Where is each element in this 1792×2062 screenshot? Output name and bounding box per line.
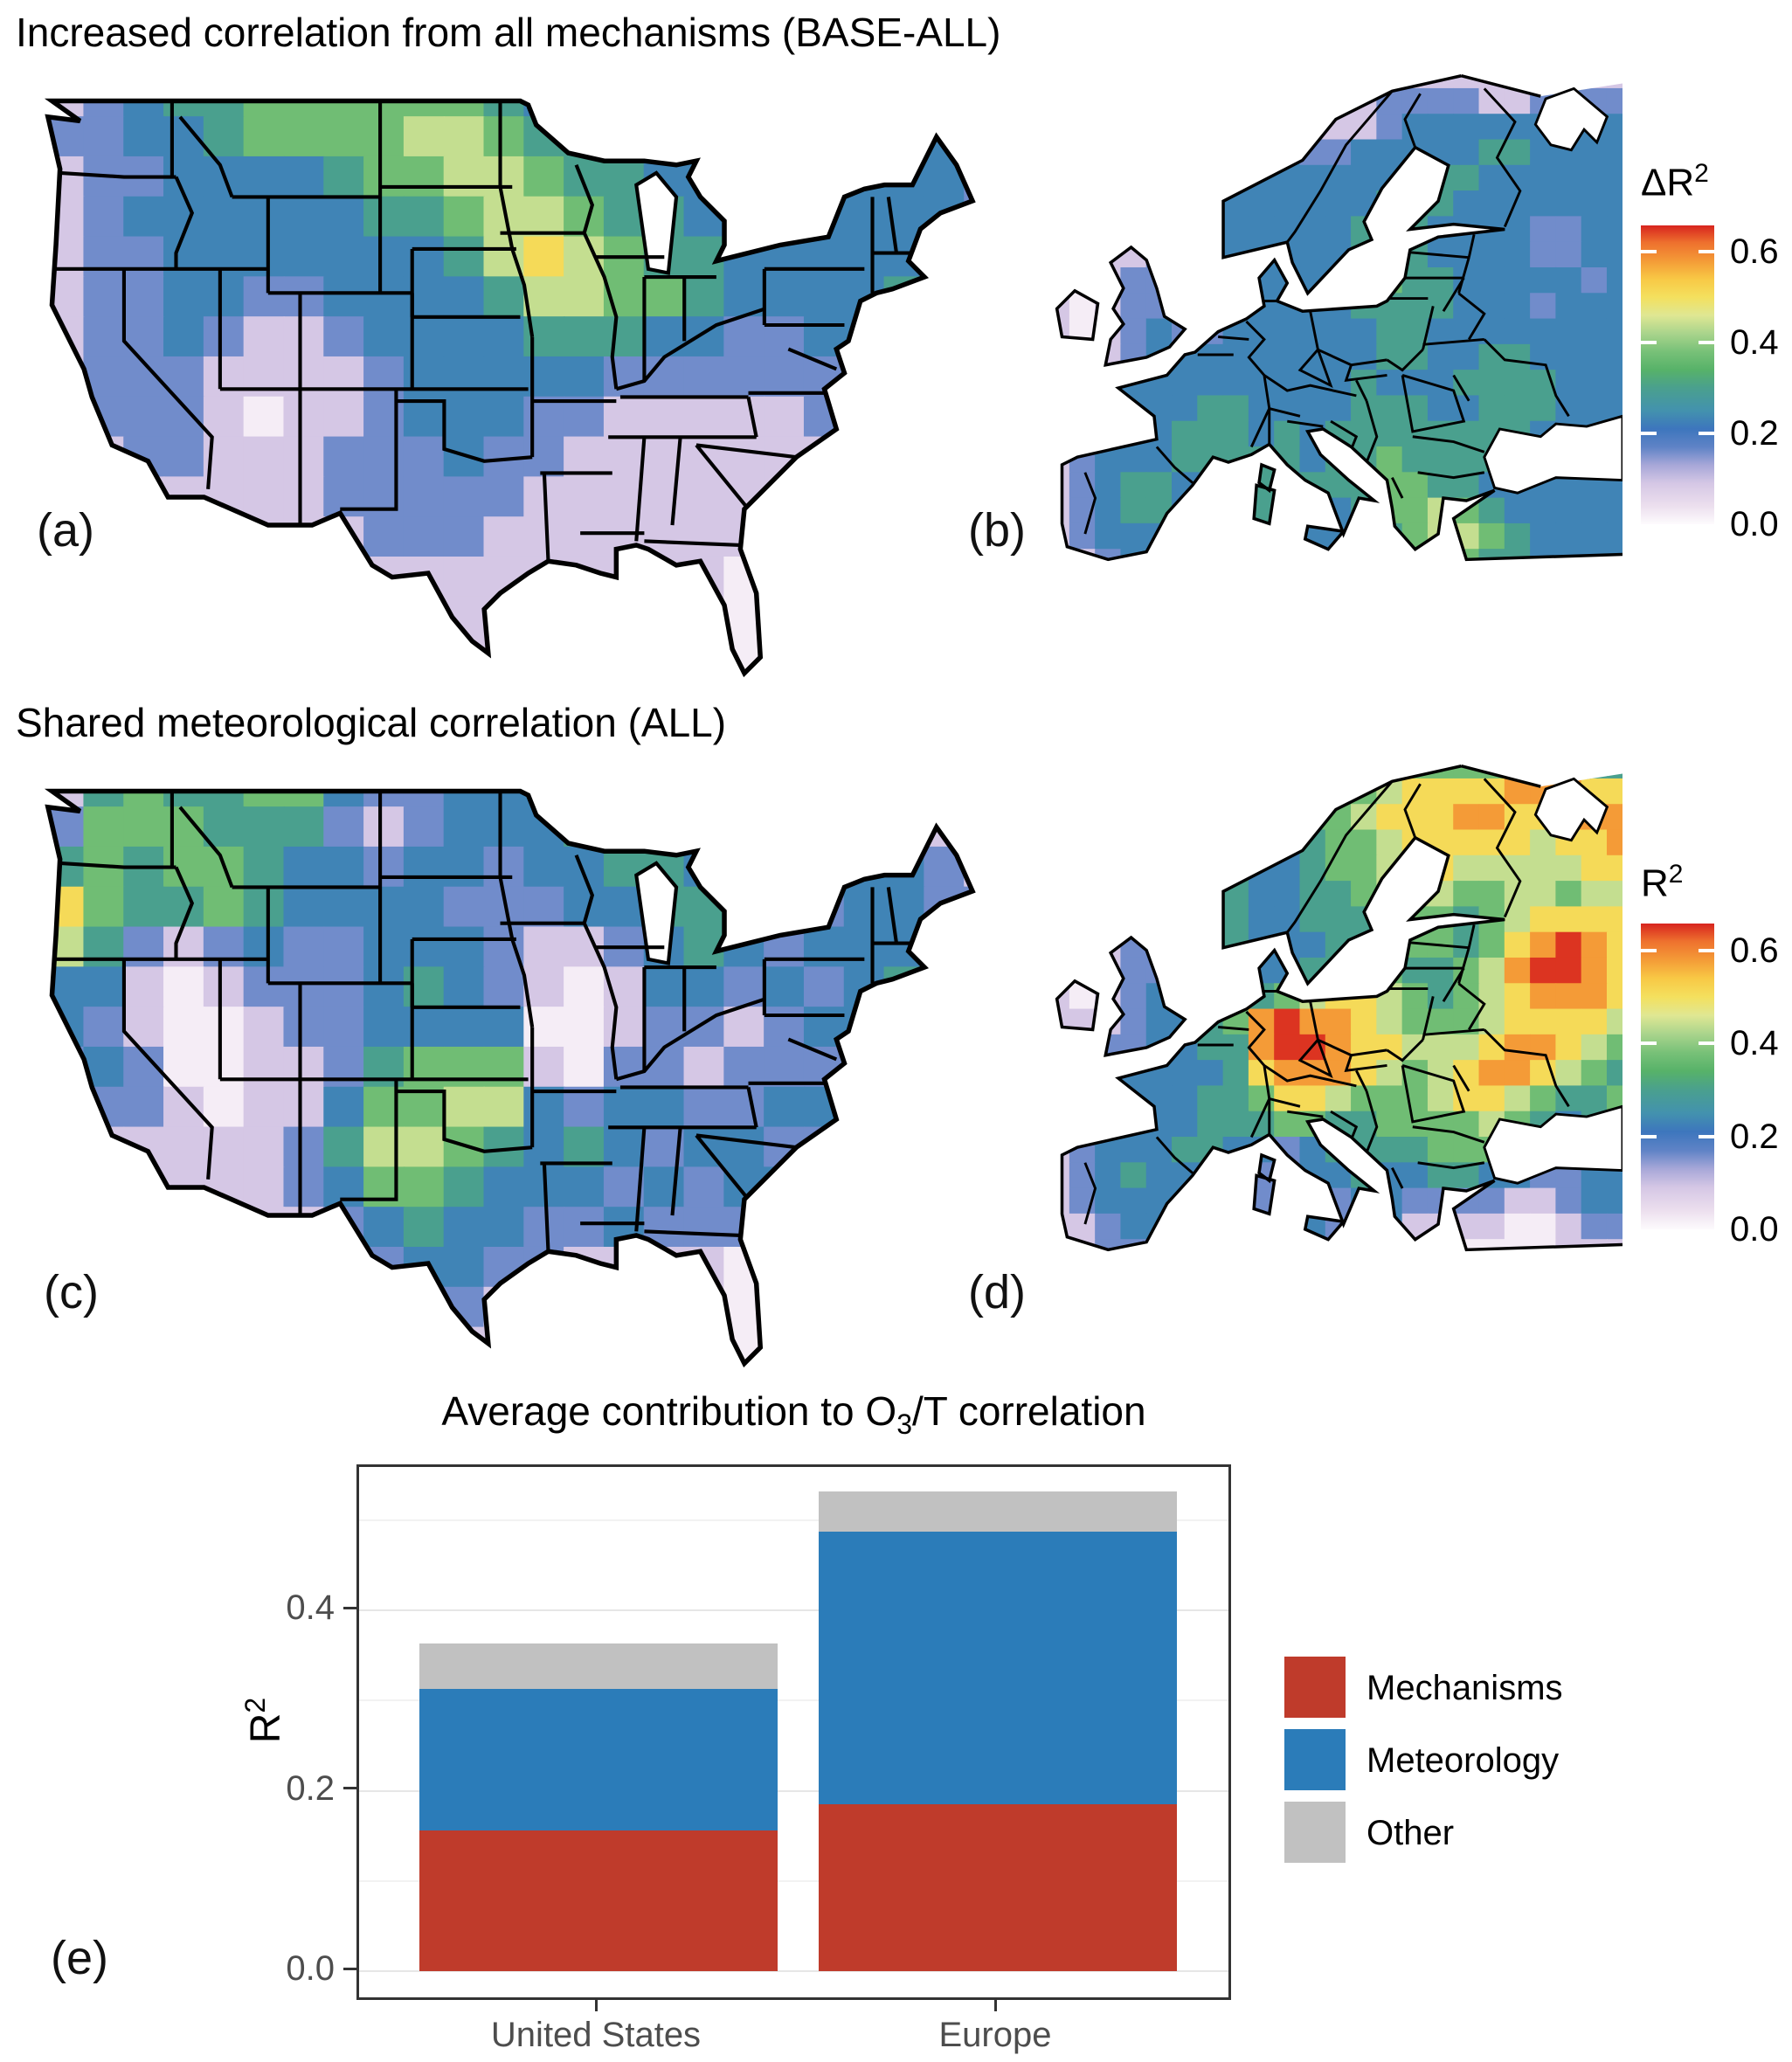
gridline-minor bbox=[359, 1519, 1228, 1521]
gridline-major bbox=[359, 1970, 1228, 1972]
europe-coastlines bbox=[1055, 74, 1622, 562]
colorbar-2-title: R2 bbox=[1641, 860, 1684, 905]
colorbar-tick-label: 0.6 bbox=[1730, 232, 1779, 272]
map-panel-d-europe bbox=[1055, 765, 1622, 1252]
y-tick-mark bbox=[343, 1967, 356, 1970]
y-axis-label: R2 bbox=[239, 1697, 289, 1744]
colorbar-tick-dash bbox=[1641, 1041, 1657, 1046]
y-tick-mark bbox=[343, 1606, 356, 1609]
meteorology-swatch-icon bbox=[1284, 1729, 1346, 1790]
colorbar-1-gradient bbox=[1641, 225, 1714, 524]
colorbar-tick-label: 0.4 bbox=[1730, 323, 1779, 363]
gridline-minor bbox=[359, 1879, 1228, 1882]
white-sea-shape bbox=[1533, 86, 1609, 152]
colorbar-tick-dash bbox=[1699, 432, 1714, 436]
panel-label-c: (c) bbox=[44, 1266, 99, 1318]
us-state-borders bbox=[52, 791, 921, 1252]
bar-segment-mechanisms-europe bbox=[819, 1803, 1177, 1971]
colorbar-tick-label: 0.2 bbox=[1730, 1117, 1779, 1156]
colorbar-tick-dash bbox=[1641, 250, 1657, 254]
black-sea-shape bbox=[1483, 414, 1622, 495]
colorbar-tick-dash bbox=[1699, 1134, 1714, 1138]
y-tick-label: 0.0 bbox=[286, 1949, 335, 1988]
other-swatch-icon bbox=[1284, 1802, 1346, 1863]
bar-segment-meteorology-us bbox=[419, 1688, 778, 1830]
bar-segment-other-us bbox=[419, 1643, 778, 1689]
x-tick-mark bbox=[594, 2000, 598, 2011]
lake-michigan-shape bbox=[634, 861, 679, 965]
colorbar-tick-label: 0.2 bbox=[1730, 414, 1779, 453]
black-sea-shape bbox=[1483, 1104, 1622, 1185]
mechanisms-swatch-icon bbox=[1284, 1657, 1346, 1718]
colorbar-tick-dash bbox=[1699, 250, 1714, 254]
bar-segment-meteorology-europe bbox=[819, 1532, 1177, 1804]
y-tick-label: 0.4 bbox=[286, 1588, 335, 1627]
heatmap-cells-b bbox=[1056, 75, 1622, 560]
colorbar-tick-label: 0.0 bbox=[1730, 505, 1779, 543]
map-panel-a-united-states bbox=[44, 98, 976, 678]
colorbar-tick-dash bbox=[1641, 341, 1657, 345]
title-row2: Shared meteorological correlation (ALL) bbox=[16, 700, 727, 745]
bar-chart-panel bbox=[356, 1464, 1231, 2000]
panel-label-b: (b) bbox=[968, 504, 1026, 557]
europe-country-borders bbox=[1083, 778, 1570, 1225]
bar-segment-other-europe bbox=[819, 1491, 1177, 1533]
y-tick-mark bbox=[343, 1787, 356, 1789]
title-row1: Increased correlation from all mechanism… bbox=[16, 10, 1001, 55]
gridline-minor bbox=[359, 1699, 1228, 1702]
panel-label-a: (a) bbox=[37, 504, 94, 557]
colorbar-tick-dash bbox=[1641, 432, 1657, 436]
colorbar-tick-dash bbox=[1641, 1134, 1657, 1138]
colorbar-tick-label: 0.4 bbox=[1730, 1024, 1779, 1063]
panel-label-d: (d) bbox=[968, 1266, 1026, 1318]
bar-segment-mechanisms-us bbox=[419, 1830, 778, 1971]
heatmap-cells-d bbox=[1056, 765, 1622, 1250]
heatmap-cells-a bbox=[47, 100, 973, 674]
us-outline bbox=[44, 98, 976, 678]
colorbar-tick-dash bbox=[1699, 948, 1714, 952]
heatmap-cells-c bbox=[47, 791, 973, 1364]
x-tick-label-united-states: United States bbox=[490, 2016, 702, 2054]
white-sea-shape bbox=[1533, 777, 1609, 842]
us-outline bbox=[44, 788, 976, 1368]
map-panel-c-united-states bbox=[44, 788, 976, 1368]
x-tick-label-europe: Europe bbox=[938, 2016, 1052, 2054]
colorbar-1-title: ΔR2 bbox=[1641, 159, 1709, 204]
bar-chart-title: Average contribution to O3/T correlation bbox=[441, 1388, 1146, 1441]
map-panel-b-europe bbox=[1055, 74, 1622, 562]
us-state-borders bbox=[52, 100, 921, 562]
x-tick-mark bbox=[993, 2000, 997, 2011]
colorbar-tick-dash bbox=[1699, 1041, 1714, 1046]
colorbar-tick-label: 0.0 bbox=[1730, 1210, 1779, 1249]
panel-label-e: (e) bbox=[51, 1932, 108, 1984]
lake-michigan-shape bbox=[634, 170, 679, 275]
gridline-major bbox=[359, 1609, 1228, 1611]
colorbar-tick-label: 0.6 bbox=[1730, 931, 1779, 970]
colorbar-tick-dash bbox=[1641, 948, 1657, 952]
colorbar-2-gradient bbox=[1641, 924, 1714, 1229]
colorbar-tick-dash bbox=[1699, 341, 1714, 345]
y-tick-label: 0.2 bbox=[286, 1768, 335, 1808]
europe-coastlines bbox=[1055, 765, 1622, 1252]
gridline-major bbox=[359, 1789, 1228, 1792]
